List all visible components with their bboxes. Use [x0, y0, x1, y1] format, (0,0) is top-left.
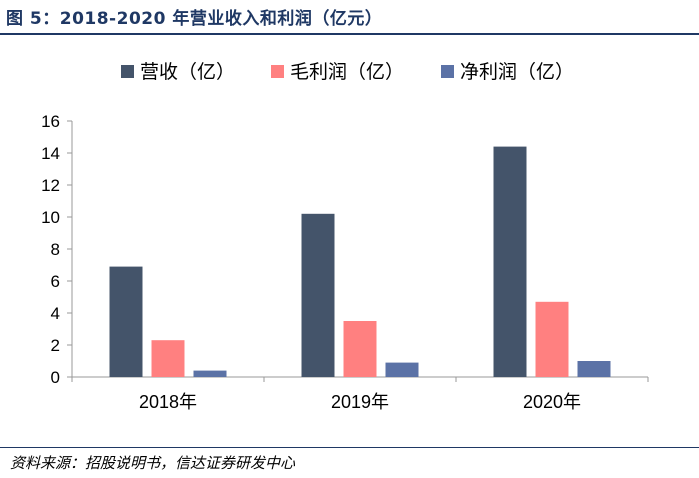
source-note: 资料来源：招股说明书，信达证券研发中心 [10, 454, 296, 472]
legend-swatch [121, 65, 134, 78]
bar [301, 213, 335, 377]
y-tick-label: 16 [41, 112, 60, 131]
y-tick-label: 2 [51, 336, 60, 355]
x-tick-label: 2018年 [139, 392, 197, 412]
title-divider [0, 33, 699, 35]
legend-label: 营收（亿） [140, 61, 235, 83]
bar [535, 301, 569, 377]
source-divider [0, 447, 699, 448]
y-tick-label: 6 [51, 272, 60, 291]
figure-title: 图 5：2018-2020 年营业收入和利润（亿元） [6, 9, 383, 29]
y-tick-label: 14 [41, 144, 60, 163]
y-tick-label: 12 [41, 176, 60, 195]
y-tick-label: 10 [41, 208, 60, 227]
bar [151, 340, 185, 377]
bar [109, 266, 143, 377]
x-tick-label: 2019年 [331, 392, 389, 412]
legend-swatch [271, 65, 284, 78]
x-tick-label: 2020年 [523, 392, 581, 412]
bar [385, 362, 419, 377]
bar [343, 321, 377, 377]
y-tick-label: 0 [51, 368, 60, 387]
legend-label: 毛利润（亿） [290, 61, 404, 83]
bar [577, 361, 611, 377]
bar [193, 370, 227, 377]
legend-swatch [441, 65, 454, 78]
bar [493, 146, 527, 377]
y-tick-label: 8 [51, 240, 60, 259]
legend-label: 净利润（亿） [460, 61, 574, 83]
y-tick-label: 4 [51, 304, 60, 323]
